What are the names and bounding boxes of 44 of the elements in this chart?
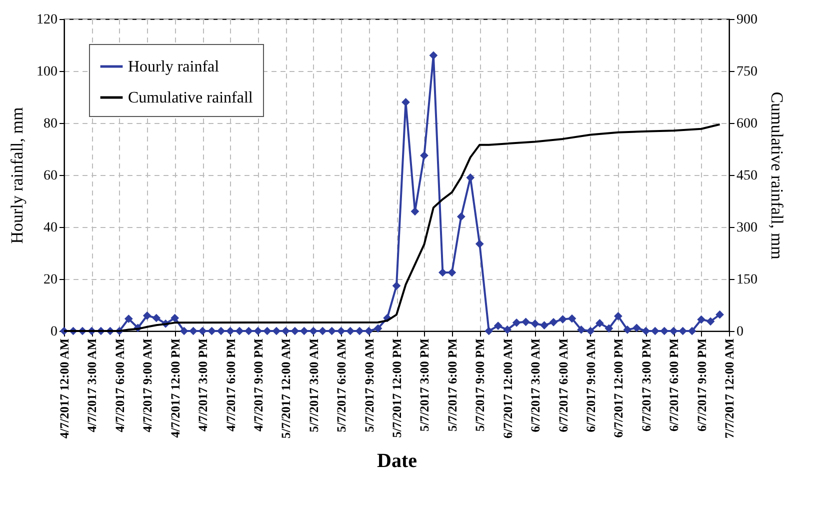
legend-label: Hourly rainfal [128, 58, 220, 76]
x-tick-label: 4/7/2017 6:00 AM [112, 338, 127, 432]
x-tick-label: 5/7/2017 9:00 PM [473, 338, 488, 432]
x-tick-label: 6/7/2017 6:00 PM [667, 338, 682, 432]
x-tick-label: 4/7/2017 12:00 PM [168, 338, 182, 438]
x-tick-label: 6/7/2017 3:00 PM [639, 338, 654, 432]
y2-tick-label: 450 [736, 168, 758, 184]
x-tick-label: 5/7/2017 6:00 AM [334, 338, 349, 432]
y2-tick-label: 600 [736, 116, 758, 132]
x-tick-label: 5/7/2017 6:00 PM [445, 338, 460, 432]
y2-tick-label: 0 [736, 324, 744, 340]
x-tick-label: 4/7/2017 12:00 AM [58, 338, 72, 438]
x-tick-label: 5/7/2017 9:00 AM [362, 338, 376, 432]
y-tick-label: 20 [44, 272, 58, 288]
x-tick-label: 5/7/2017 3:00 PM [418, 338, 432, 432]
y2-tick-label: 750 [736, 64, 758, 80]
x-tick-label: 4/7/2017 3:00 AM [85, 338, 100, 432]
y-tick-label: 60 [44, 168, 58, 184]
x-tick-label: 6/7/2017 9:00 PM [694, 338, 709, 432]
y-tick-label: 0 [50, 324, 58, 340]
y2-tick-label: 300 [736, 220, 758, 236]
y-tick-label: 120 [36, 12, 58, 28]
x-tick-label: 4/7/2017 6:00 PM [224, 338, 238, 432]
x-tick-label: 5/7/2017 12:00 AM [279, 338, 294, 438]
x-tick-label: 6/7/2017 12:00 PM [612, 338, 626, 438]
x-tick-label: 6/7/2017 6:00 AM [556, 338, 570, 432]
x-tick-label: 6/7/2017 9:00 AM [584, 338, 598, 432]
y2-tick-label: 150 [736, 272, 758, 288]
x-axis-title: Date [377, 450, 418, 472]
y-tick-label: 100 [36, 64, 58, 80]
y-tick-label: 80 [44, 116, 58, 132]
x-tick-label: 5/7/2017 12:00 PM [390, 338, 404, 438]
x-tick-label: 5/7/2017 3:00 AM [306, 338, 321, 432]
x-tick-label: 4/7/2017 9:00 PM [251, 338, 266, 432]
x-tick-label: 4/7/2017 9:00 AM [140, 338, 155, 432]
y-axis-title: Hourly rainfall, mm [8, 107, 26, 244]
x-tick-label: 4/7/2017 3:00 PM [196, 338, 210, 432]
y-tick-label: 40 [44, 220, 58, 236]
x-tick-label: 6/7/2017 12:00 AM [500, 338, 515, 438]
legend-label: Cumulative rainfall [128, 90, 254, 106]
x-tick-label: 7/7/2017 12:00 AM [722, 338, 736, 438]
y2-tick-label: 900 [736, 12, 758, 28]
x-tick-label: 6/7/2017 3:00 AM [528, 338, 543, 432]
y2-axis-title: Cumulative rainfall, mm [768, 92, 786, 260]
